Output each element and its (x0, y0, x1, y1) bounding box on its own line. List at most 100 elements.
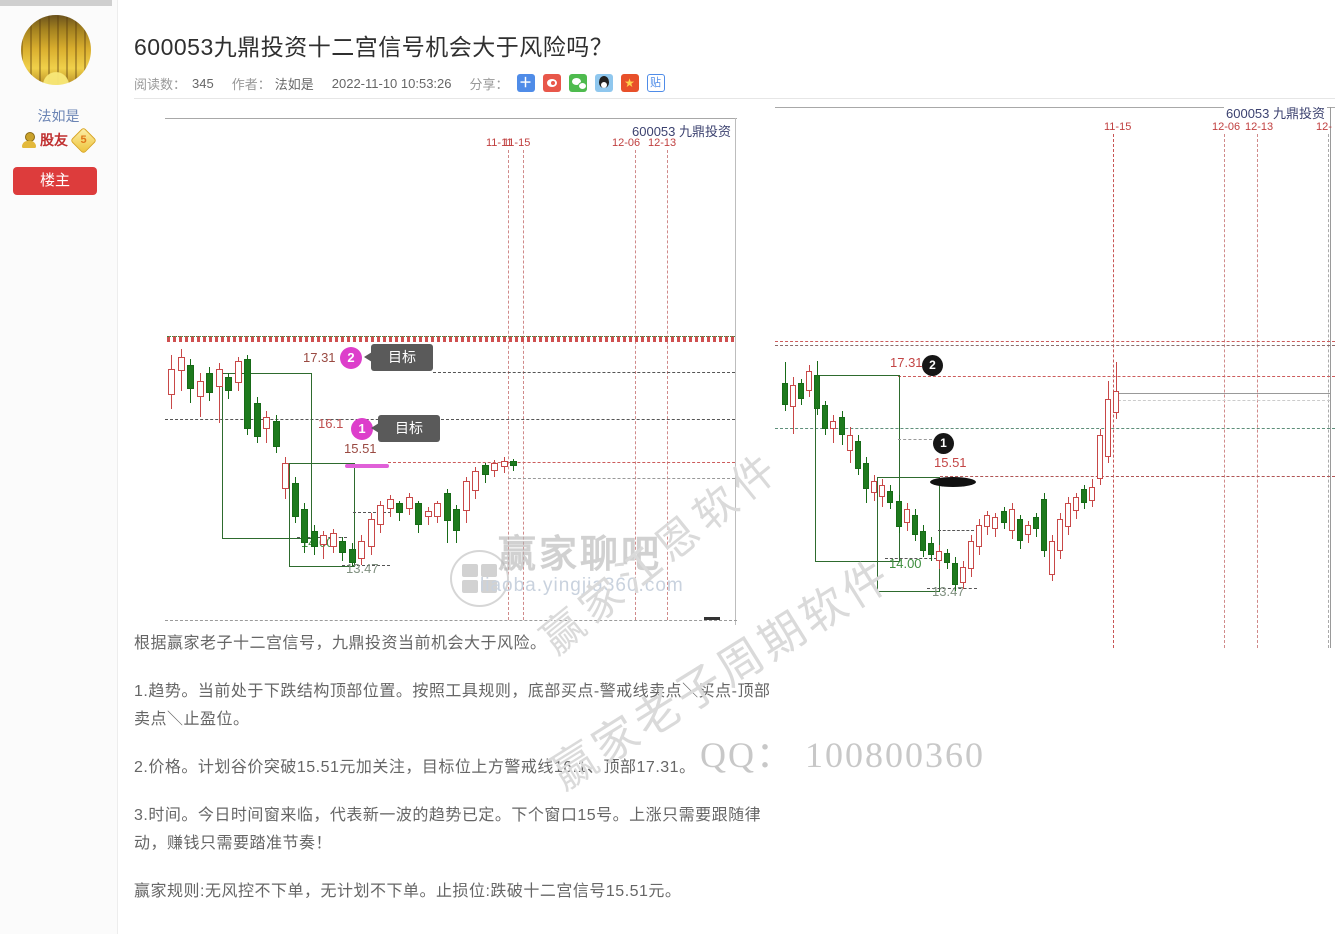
timestamp: 2022-11-10 10:53:26 (331, 75, 452, 91)
candlestick-chart-right: 600053 九鼎投资 11-15 12-06 12-13 12- 17.31 … (775, 99, 1335, 649)
share-more-icon[interactable]: ＋ (516, 74, 535, 92)
signal-dollar-line (167, 336, 735, 342)
qq-watermark: QQ： 100800360 (700, 735, 985, 775)
divider (134, 98, 1335, 99)
date-label: 11-11 (486, 137, 513, 149)
date-label: 11-15 (1104, 121, 1132, 133)
avatar[interactable] (21, 15, 91, 85)
user-role-row: 股友 (22, 129, 68, 151)
chart-right-border (1330, 107, 1331, 648)
time-window-line (508, 150, 509, 620)
marker-dash (898, 439, 932, 440)
tieba-share-icon[interactable]: 贴 (646, 74, 665, 92)
price-label-low: 13.47 (932, 584, 965, 599)
share-seg: 分享： ＋ ★ 贴 (470, 74, 673, 93)
share-label: 分享： (469, 76, 509, 92)
warning-line-16-1 (775, 428, 1335, 429)
time-window-line (1224, 134, 1225, 648)
author-label: 作者： (231, 76, 271, 92)
chart-right-border (735, 118, 736, 625)
target-marker-1: 1 (351, 418, 373, 440)
paragraph: 赢家规则:无风控不下单，无计划不下单。止损位:跌破十二宫信号15.51元。 (134, 883, 682, 900)
price-label-top: 17.31 (303, 350, 336, 365)
time-window-line (523, 150, 524, 620)
price-label-signal: 15.51 (344, 441, 377, 456)
date-label: 12-13 (1245, 121, 1274, 133)
target-marker-2: 2 (340, 347, 362, 369)
site-url-watermark: liaoba.yingjia360.com (480, 575, 684, 596)
chart-symbol-title: 600053 九鼎投资 (1224, 103, 1327, 122)
price-label-low: 13.47 (346, 561, 379, 576)
current-price-line (1113, 393, 1330, 394)
upper-band-line-2 (775, 345, 1335, 346)
member-icon (22, 132, 36, 148)
level-badge: 5 (70, 127, 97, 154)
username-link[interactable]: 法如是 (37, 108, 80, 124)
page-title: 600053九鼎投资十二宫信号机会大于风险吗？ (134, 34, 614, 60)
breakout-highlight-bar (930, 477, 976, 487)
time-window-line (635, 150, 636, 620)
author-seg: 作者： 法如是 (232, 74, 314, 93)
structure-box (877, 477, 940, 592)
time-window-line (667, 150, 668, 620)
wechat-share-icon[interactable] (568, 74, 587, 92)
date-label: 12-13 (648, 137, 677, 149)
structure-box (815, 375, 900, 562)
price-label-signal: 15.51 (934, 455, 967, 470)
chart-bottom-dashed (165, 620, 737, 621)
level-dash-13-47 (342, 565, 390, 566)
target-tooltip-1: 目标 (371, 415, 440, 442)
chart-top-border (165, 118, 737, 119)
paragraph: 根据赢家老子十二宫信号，九鼎投资当前机会大于风险。 (134, 635, 547, 652)
structure-box (289, 463, 355, 567)
site-logo-watermark (450, 550, 509, 607)
read-label: 阅读数： (134, 76, 187, 92)
level-dash-mid (938, 530, 974, 531)
price-label-mid: 14.00 (889, 556, 922, 571)
upper-band-line (775, 341, 1335, 342)
warning-line-16-1 (165, 419, 735, 420)
time-window-line (1328, 134, 1329, 648)
floor-owner-button[interactable]: 楼主 (13, 167, 97, 195)
signal-line-15-51 (388, 462, 735, 463)
signal-line-15-51 (940, 476, 1335, 477)
chart-symbol-title: 600053 九鼎投资 (632, 124, 731, 139)
paragraph: 1.趋势。当前处于下跌结构顶部位置。按照工具规则，底部买点-警戒线卖点＼买点-顶… (134, 683, 771, 728)
sidebar-top-strip (0, 0, 112, 6)
paragraph: 3.时间。今日时间窗来临，代表新一波的趋势已定。下个窗口15号。上涨只需要跟随律… (134, 807, 762, 852)
price-label-warn: 16.1 (318, 416, 344, 431)
qzone-share-icon[interactable]: ★ (620, 74, 639, 92)
post-meta: 阅读数： 345 作者： 法如是 2022-11-10 10:53:26 分享：… (134, 74, 691, 92)
role-label: 股友 (40, 132, 68, 148)
current-price-line (508, 478, 735, 479)
level-dash-14 (885, 558, 937, 559)
date-label: 11-15 (503, 137, 531, 149)
target-marker-2: 2 (922, 355, 943, 376)
minimize-dash (704, 617, 720, 620)
current-price-line-2 (1113, 400, 1330, 401)
read-count-seg: 阅读数： 345 (134, 74, 214, 93)
candlestick-chart-left: 600053 九鼎投资 11-11 11-15 12-06 12-13 17.3… (165, 107, 737, 625)
price-label-top: 17.31 (890, 355, 923, 370)
level-number: 5 (80, 134, 87, 146)
date-label: 12-06 (1212, 121, 1241, 133)
chart-top-border (775, 107, 1335, 108)
level-dash-mid (353, 512, 391, 513)
date-label: 12- (1316, 121, 1332, 133)
time-window-line (1257, 134, 1258, 648)
weibo-share-icon[interactable] (542, 74, 561, 92)
structure-box (222, 373, 312, 539)
qq-share-icon[interactable] (594, 74, 613, 92)
target-marker-1: 1 (933, 433, 954, 454)
paragraph: 2.价格。计划谷价突破15.51元加关注，目标位上方警戒线16.1、顶部17.3… (134, 759, 696, 776)
date-label: 12-06 (612, 137, 641, 149)
sidebar: 法如是 股友 5 楼主 (0, 0, 118, 934)
level-dash-13-47 (927, 588, 977, 589)
breakout-highlight-bar (345, 464, 389, 468)
post-body: 根据赢家老子十二宫信号，九鼎投资当前机会大于风险。 1.趋势。当前处于下跌结构顶… (134, 630, 774, 926)
site-name-watermark: 赢家聊吧 (498, 534, 663, 576)
read-count: 345 (192, 75, 214, 91)
author-name[interactable]: 法如是 (274, 76, 314, 92)
target-line-17-31 (433, 372, 735, 373)
target-tooltip-2: 目标 (364, 344, 433, 371)
